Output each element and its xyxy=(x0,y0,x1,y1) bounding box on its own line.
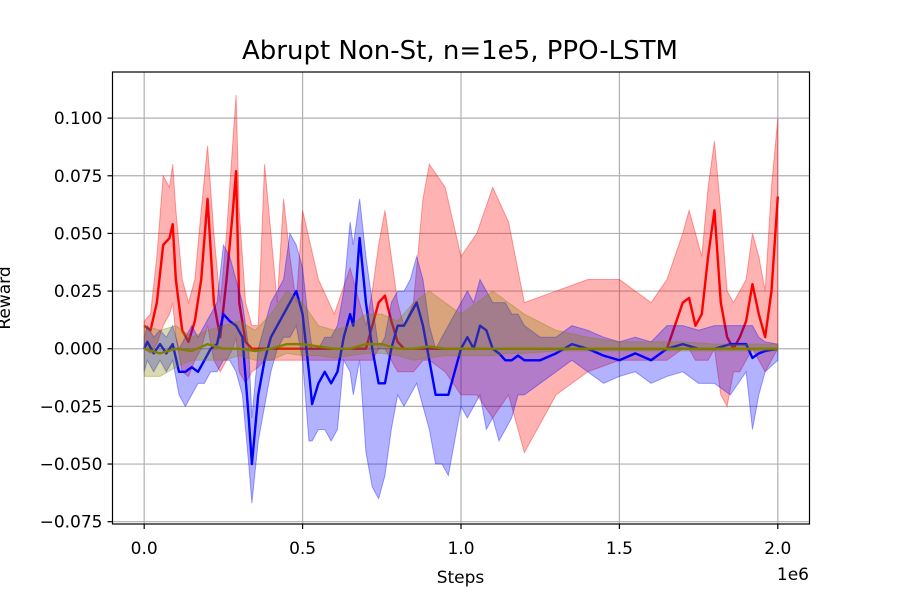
y-tick-label: 0.075 xyxy=(54,167,103,187)
x-offset-label: 1e6 xyxy=(777,565,809,585)
y-tick-label: 0.100 xyxy=(54,109,103,129)
x-tick-label: 0.5 xyxy=(289,539,316,559)
series-2-band xyxy=(143,290,779,377)
series-0-line xyxy=(143,169,780,350)
series-group xyxy=(143,95,780,504)
series-2 xyxy=(143,290,779,377)
series-1-line xyxy=(143,236,779,466)
y-tick-label: 0.050 xyxy=(54,224,103,244)
y-axis-label: Reward xyxy=(0,266,15,329)
y-tick-label: −0.050 xyxy=(40,455,103,475)
tick-labels: 0.0 0.5 1.0 1.5 2.0 −0.075 −0.050 −0.025 0.000 0.… xyxy=(40,109,792,559)
y-tick-label: 0.000 xyxy=(54,340,103,360)
series-1 xyxy=(143,198,779,504)
y-tick-label: 0.025 xyxy=(54,282,103,302)
x-axis-label: Steps xyxy=(437,568,485,588)
series-2-line xyxy=(143,342,778,355)
x-tick-label: 0.0 xyxy=(131,539,158,559)
y-tick-label: −0.025 xyxy=(40,397,103,417)
x-tick-label: 1.5 xyxy=(606,539,633,559)
x-tick-label: 2.0 xyxy=(764,539,791,559)
x-tick-label: 1.0 xyxy=(447,539,474,559)
chart-title: Abrupt Non-St, n=1e5, PPO-LSTM xyxy=(242,36,678,66)
y-tick-label: −0.075 xyxy=(40,513,103,533)
